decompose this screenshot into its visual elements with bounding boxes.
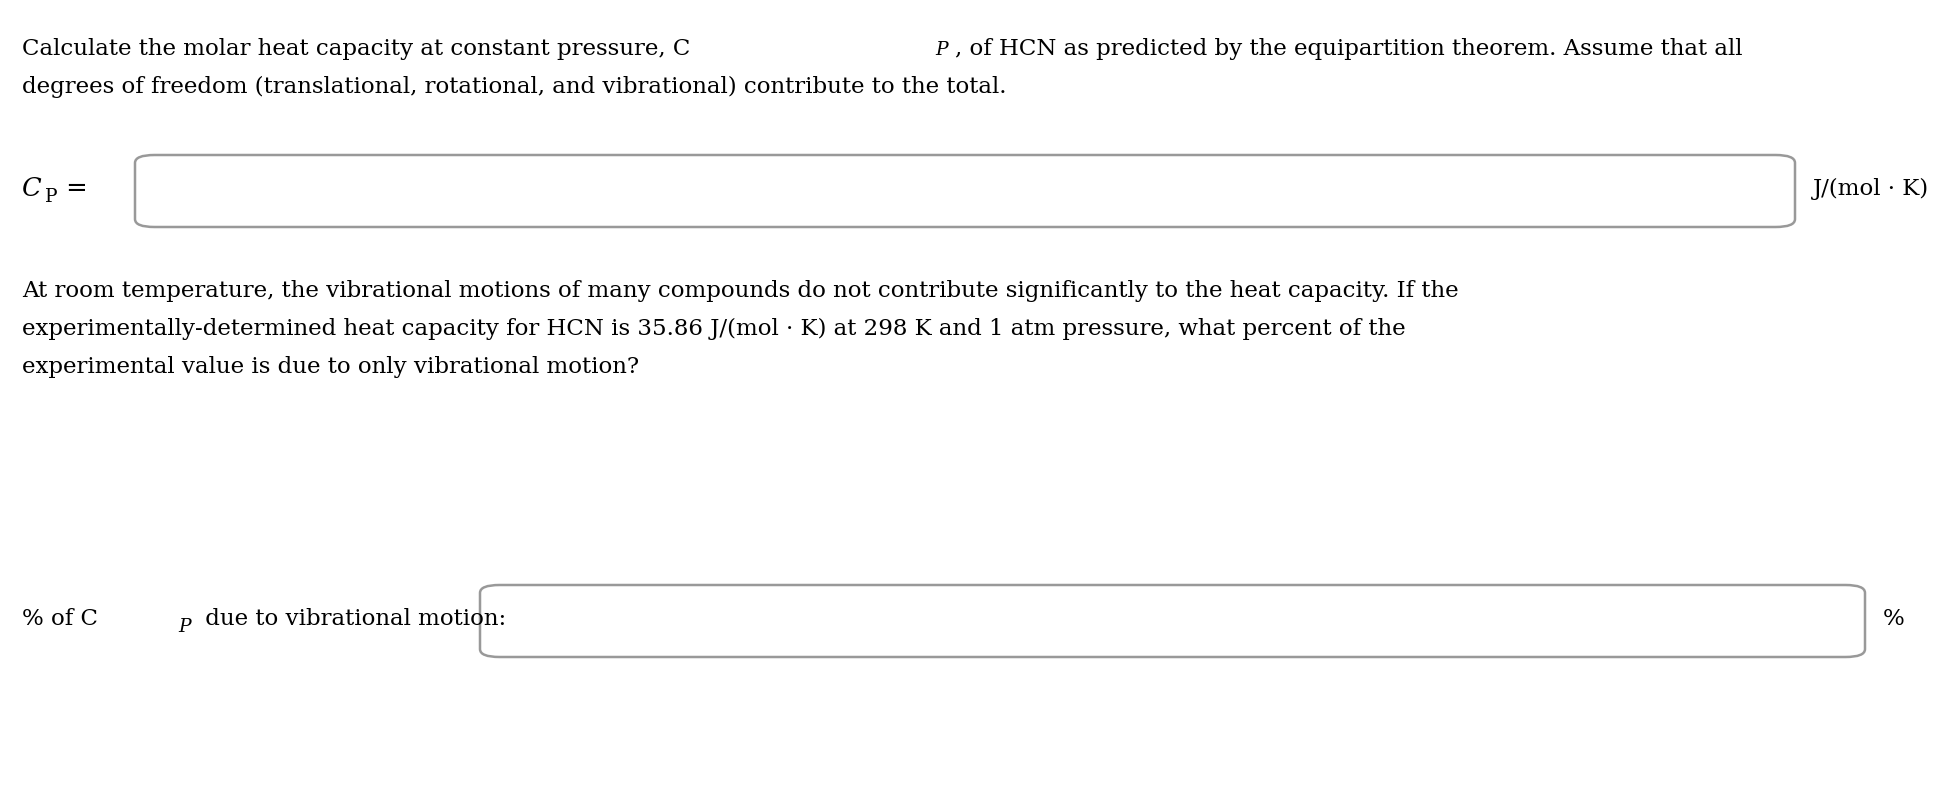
Text: C: C bbox=[21, 177, 41, 202]
FancyBboxPatch shape bbox=[135, 155, 1796, 227]
Text: J/(mol · K): J/(mol · K) bbox=[1814, 178, 1929, 200]
Text: At room temperature, the vibrational motions of many compounds do not contribute: At room temperature, the vibrational mot… bbox=[21, 280, 1459, 302]
Text: due to vibrational motion:: due to vibrational motion: bbox=[199, 608, 507, 630]
Text: % of C: % of C bbox=[21, 608, 98, 630]
Text: experimental value is due to only vibrational motion?: experimental value is due to only vibrat… bbox=[21, 356, 640, 378]
Text: , of HCN as predicted by the equipartition theorem. Assume that all: , of HCN as predicted by the equipartiti… bbox=[956, 38, 1743, 60]
Text: degrees of freedom (translational, rotational, and vibrational) contribute to th: degrees of freedom (translational, rotat… bbox=[21, 76, 1006, 98]
Text: experimentally-determined heat capacity for HCN is 35.86 J/(mol · K) at 298 K an: experimentally-determined heat capacity … bbox=[21, 318, 1406, 340]
FancyBboxPatch shape bbox=[480, 585, 1864, 657]
Text: P: P bbox=[45, 188, 57, 206]
Text: %: % bbox=[1884, 608, 1905, 630]
Text: P: P bbox=[934, 41, 948, 59]
Text: P: P bbox=[177, 618, 191, 636]
Text: Calculate the molar heat capacity at constant pressure, C: Calculate the molar heat capacity at con… bbox=[21, 38, 690, 60]
Text: =: = bbox=[58, 177, 88, 202]
